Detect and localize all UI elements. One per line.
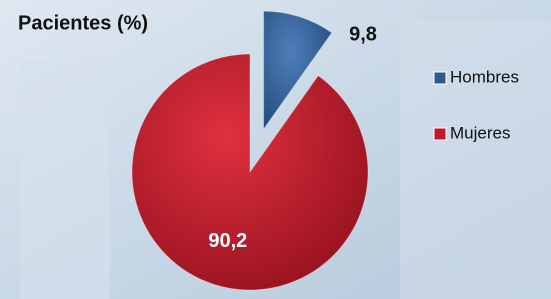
background-building: [20, 60, 110, 299]
pie-slice: [132, 54, 368, 290]
page: Pacientes (%) 9,890,2HombresMujeres (() …: [0, 0, 551, 299]
legend-label: Hombres: [450, 67, 519, 86]
legend-marker: [434, 72, 446, 84]
data-label: 90,2: [208, 230, 247, 252]
legend-marker: [434, 128, 446, 140]
chart: Pacientes (%) 9,8 90,2 Hombres Mujeres: [0, 0, 551, 299]
background-building: [400, 20, 551, 299]
chart-title: Pacientes (%): [18, 12, 148, 34]
data-label: 9,8: [349, 23, 377, 45]
legend-label: Mujeres: [450, 123, 510, 142]
